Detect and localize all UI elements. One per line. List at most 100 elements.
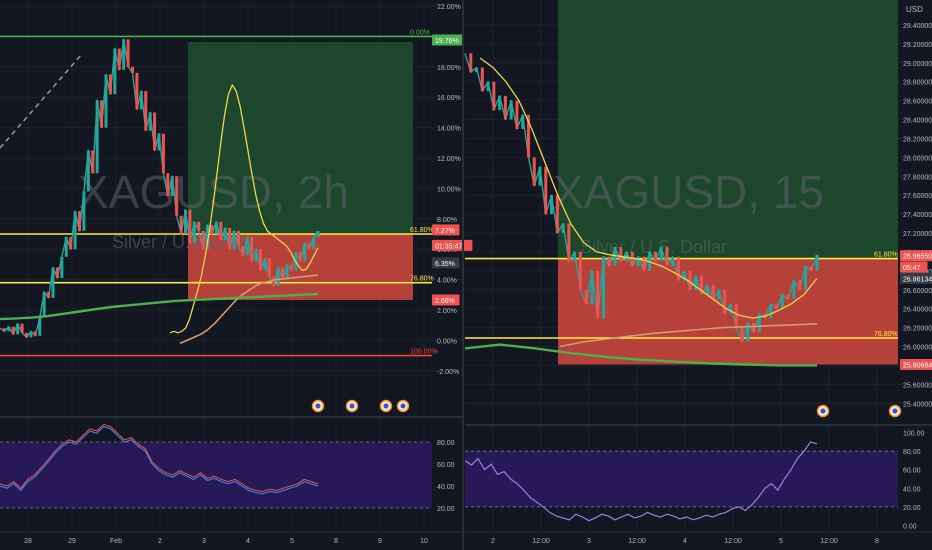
right-rsi-pane[interactable]: 100.00 80.00 60.00 40.00 20.00 0.00 <box>464 424 932 530</box>
candle <box>117 48 121 70</box>
y-tick-label: 29.20000 <box>903 42 932 49</box>
flag-dot-icon <box>400 403 406 409</box>
y-tick-label: 22.00% <box>437 4 461 11</box>
y-tick-label: 27.20000 <box>903 231 932 238</box>
candle <box>144 91 148 131</box>
candle <box>509 100 513 120</box>
left-price-tags: 19.76% 7.27% 01:35:47 6.35% 2.66% <box>432 34 473 306</box>
y-tick-label: 29.40000 <box>903 23 932 30</box>
candle <box>711 285 715 300</box>
candle <box>665 247 669 267</box>
fib-level-label: 100.00% <box>410 349 438 356</box>
candle <box>104 74 108 128</box>
y-tick-label: 0.00% <box>437 338 457 345</box>
price-tag <box>900 261 928 273</box>
right-event-markers[interactable] <box>816 404 902 418</box>
candle <box>131 66 134 73</box>
candle <box>775 303 779 309</box>
candle <box>521 114 525 129</box>
right-fib-levels[interactable]: 61.80% 76.80% <box>465 252 898 339</box>
right-watermark: XAGUSD, 15 Silver / U.S. Dollar <box>553 166 824 257</box>
candle <box>237 230 240 247</box>
candle <box>91 150 95 174</box>
candle <box>636 256 640 267</box>
left-trend-dashed-line[interactable] <box>0 53 83 149</box>
left-time-axis[interactable]: 28 29 Feb 2 3 4 5 8 9 10 <box>0 531 462 545</box>
candle <box>153 112 157 151</box>
candle <box>276 267 280 286</box>
candle <box>219 221 223 241</box>
candle <box>157 133 161 151</box>
candle <box>734 303 738 328</box>
candle <box>201 230 205 250</box>
rsi-band <box>465 451 898 507</box>
candle <box>179 215 183 234</box>
x-tick-label: 3 <box>202 538 206 545</box>
candle <box>281 267 285 280</box>
candle <box>550 195 554 215</box>
right-chart-pane[interactable]: 61.80% 76.80% XAGUSD, 15 Silver / U.S. Do… <box>464 0 932 545</box>
right-loss-zone <box>558 258 898 365</box>
x-tick-label: Feb <box>110 538 122 545</box>
y-tick-label: 12.00% <box>437 156 461 163</box>
candle <box>688 270 692 290</box>
right-time-axis[interactable]: 2 12:00 3 12:00 4 12:00 5 12:00 8 <box>465 531 932 545</box>
candle <box>492 81 496 111</box>
candle <box>60 256 64 279</box>
candle <box>671 256 675 267</box>
price-tag-label: 01:35:47 <box>435 243 462 250</box>
x-tick-label: 2 <box>158 538 162 545</box>
x-tick-label: 4 <box>246 538 250 545</box>
rsi-signal-line <box>0 423 319 493</box>
candle <box>285 264 289 280</box>
right-price-series <box>464 53 819 367</box>
candle <box>752 322 756 333</box>
candle <box>596 270 600 319</box>
rsi-line <box>0 425 319 495</box>
y-tick-label: 26.60000 <box>903 288 932 295</box>
y-tick-label: 25.40000 <box>903 401 932 408</box>
candle <box>469 53 473 73</box>
candle <box>607 256 611 267</box>
price-tag <box>900 250 932 262</box>
y-tick-label: 28.20000 <box>903 136 932 143</box>
left-event-markers[interactable] <box>311 399 410 413</box>
y-tick-label: 27.40000 <box>903 212 932 219</box>
flag-dot-icon <box>892 408 898 414</box>
candle <box>95 100 99 174</box>
ma-orange-line <box>559 323 818 348</box>
candle <box>241 246 245 256</box>
left-fib-levels[interactable]: 0.00% 61.80% 76.80% 100.00% <box>0 29 438 357</box>
candle <box>16 323 20 335</box>
candle <box>653 251 657 262</box>
x-tick-label: 8 <box>334 538 338 545</box>
candle <box>803 266 807 290</box>
left-profit-zone <box>188 42 413 234</box>
rsi-band <box>0 442 432 508</box>
candle <box>526 114 530 158</box>
x-tick-label: 12:00 <box>820 538 838 545</box>
candle <box>126 39 130 67</box>
price-tag-label: 6.35% <box>435 261 455 268</box>
left-rsi-pane[interactable]: 80.00 60.00 40.00 20.00 <box>0 416 462 513</box>
left-chart-pane[interactable]: 0.00%61.80%76.80%100.00% XAGUSD, 2h Silv… <box>0 0 473 545</box>
y-tick-label: 28.80000 <box>903 80 932 87</box>
y-tick-label: 27.60000 <box>903 193 932 200</box>
x-tick-label: 4 <box>683 538 687 545</box>
candle <box>705 285 709 295</box>
candle <box>480 67 484 92</box>
right-price-axis[interactable]: 29.40000 29.20000 29.00000 28.80000 28.60000… <box>903 23 932 408</box>
x-tick-label: 2 <box>491 538 495 545</box>
candle <box>538 166 542 186</box>
y-tick-label: 28.60000 <box>903 99 932 106</box>
candle <box>298 252 302 262</box>
candle <box>223 227 227 241</box>
fib-level-label: 0.00% <box>410 29 430 36</box>
flag-dot-icon <box>315 403 321 409</box>
candle <box>503 95 507 120</box>
x-tick-label: 12:00 <box>532 538 550 545</box>
candle <box>29 331 33 338</box>
candle <box>809 266 813 271</box>
rsi-line <box>464 441 818 522</box>
